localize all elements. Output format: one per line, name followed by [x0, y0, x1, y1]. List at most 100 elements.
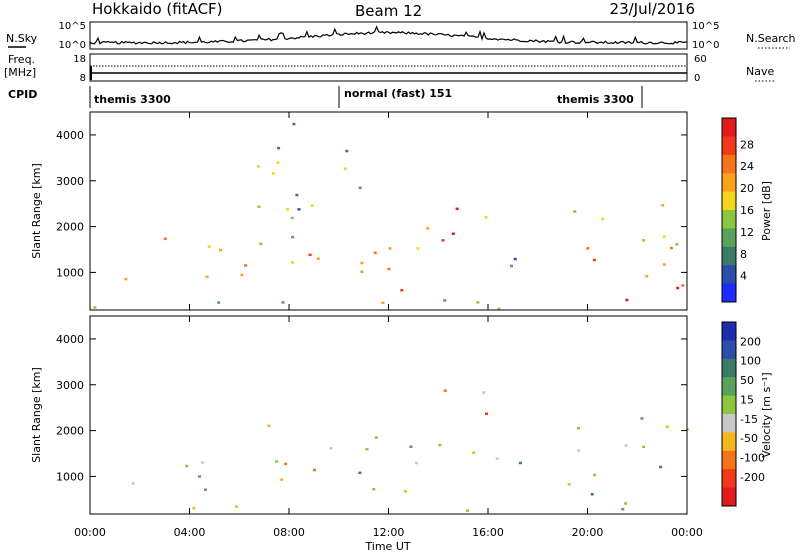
heatmap-cell [244, 264, 248, 267]
y-tick-label: 2000 [56, 425, 84, 438]
colorbar-tick-label: 28 [740, 138, 754, 151]
colorbar-tick-label: 8 [740, 248, 747, 261]
heatmap-cell [577, 426, 580, 430]
heatmap-cell [681, 284, 685, 287]
date-title: 23/Jul/2016 [610, 0, 695, 18]
heatmap-cell [642, 239, 646, 242]
heatmap-cell [312, 468, 316, 472]
heatmap-cell [497, 307, 501, 311]
colorbar-swatch [722, 340, 736, 360]
heatmap-cell [131, 482, 135, 485]
beam-title: Beam 12 [355, 2, 422, 20]
heatmap-cell [205, 275, 209, 279]
colorbar-swatch [722, 395, 736, 415]
colorbar-tick-label: 20 [740, 182, 754, 195]
heatmap-cell [443, 389, 447, 392]
heatmap-cell [281, 301, 285, 304]
heatmap-cell [451, 232, 455, 235]
heatmap-cell [624, 502, 628, 505]
x-tick-label: 08:00 [273, 526, 305, 539]
nsky-trace [89, 25, 688, 46]
heatmap-cell [625, 298, 629, 302]
heatmap-cell [259, 242, 263, 246]
colorbar-tick-label: 50 [740, 374, 754, 387]
y-tick-label: 3000 [56, 379, 84, 392]
y-tick-label: 4000 [56, 333, 84, 346]
power-colorbar: 4 8 12 16 20 24 28 [721, 117, 754, 303]
heatmap-cell [662, 263, 666, 266]
heatmap-cell [207, 245, 211, 248]
heatmap-cell [415, 461, 418, 465]
freq-label: Freq. [8, 53, 35, 66]
heatmap-cell [277, 146, 281, 150]
y-tick-label: 1000 [56, 470, 84, 483]
power-panel-frame [89, 111, 688, 311]
colorbar-tick-label: 12 [740, 226, 754, 239]
heatmap-cell [271, 172, 275, 175]
heatmap-cell [235, 505, 238, 508]
colorbar-swatch [722, 265, 736, 285]
freq-panel [89, 53, 688, 82]
colorbar-tick-label: -50 [740, 432, 758, 445]
heatmap-cell [343, 167, 347, 170]
colorbar-tick-label: 100 [740, 355, 761, 368]
cpid-segment-1: themis 3300 [94, 93, 171, 106]
heatmap-cell [662, 235, 666, 238]
velocity-panel-frame [89, 315, 688, 515]
cpid-segment-2: normal (fast) 151 [344, 87, 452, 100]
colorbar-tick-label: -100 [740, 452, 765, 465]
heatmap-cell [441, 239, 445, 242]
heatmap-cell [276, 161, 280, 164]
heatmap-cell [513, 257, 517, 261]
colorbar-swatch [722, 136, 736, 156]
heatmap-cell [345, 149, 349, 153]
heatmap-cell [485, 412, 488, 415]
heatmap-cell [185, 464, 189, 468]
heatmap-cell [400, 289, 404, 292]
heatmap-cell [198, 475, 202, 478]
heatmap-cell [577, 449, 581, 452]
heatmap-cell [295, 193, 299, 197]
x-tick-label: 00:00 [671, 526, 703, 539]
y-tick-label: 1000 [56, 266, 84, 279]
colorbar-swatch [722, 173, 736, 193]
heatmap-cell [590, 493, 594, 496]
colorbar-swatch [722, 283, 736, 303]
colorbar-swatch [722, 450, 736, 470]
heatmap-cell [267, 424, 271, 428]
heatmap-cell [465, 509, 469, 512]
heatmap-cell [308, 253, 312, 257]
heatmap-cell [381, 301, 385, 305]
power-colorbar-label: Power [dB] [760, 181, 773, 241]
colorbar-swatch [722, 377, 736, 397]
heatmap-cell [592, 258, 596, 262]
heatmap-cell [416, 247, 420, 250]
heatmap-cell [257, 205, 261, 208]
heatmap-cell [438, 443, 442, 447]
heatmap-cell [284, 462, 288, 466]
heatmap-cell [443, 299, 447, 302]
heatmap-cell [360, 261, 364, 265]
y-tick-label: 3000 [56, 175, 84, 188]
x-tick-label: 00:00 [74, 526, 106, 539]
heatmap-cell [510, 264, 513, 268]
colorbar-swatch [722, 154, 736, 174]
colorbar-swatch [722, 210, 736, 229]
heatmap-cell [219, 248, 223, 252]
heatmap-cell [291, 261, 295, 264]
colorbar-tick-label: 15 [740, 393, 754, 406]
heatmap-cell [567, 483, 571, 486]
heatmap-cell [192, 507, 196, 510]
heatmap-cell [495, 457, 499, 460]
heatmap-cell [358, 471, 362, 475]
nsky-label: N.Sky [6, 32, 38, 45]
colorbar-swatch [722, 246, 736, 266]
heatmap-cell [124, 277, 128, 281]
velocity-heatmap [131, 389, 689, 512]
heatmap-cell [640, 417, 644, 420]
heatmap-cell [290, 216, 294, 220]
colorbar-tick-label: 200 [740, 335, 761, 348]
colorbar-swatch [722, 487, 736, 507]
nave-tick-low: 0 [694, 73, 700, 84]
y-tick-label: 4000 [56, 129, 84, 142]
